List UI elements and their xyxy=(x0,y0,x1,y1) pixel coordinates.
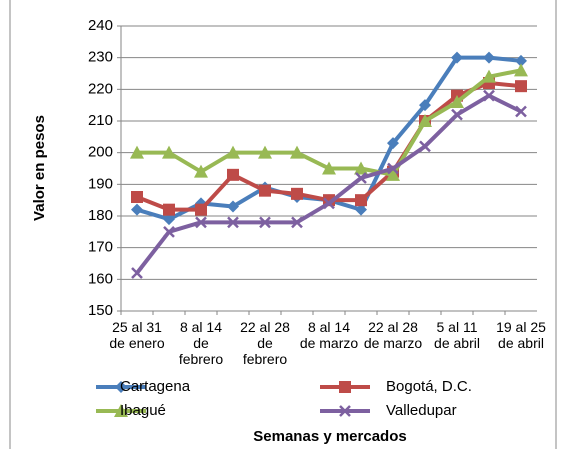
marker xyxy=(195,216,207,229)
marker xyxy=(355,203,367,216)
marker xyxy=(339,405,351,417)
series-line xyxy=(136,81,522,212)
marker xyxy=(114,404,128,417)
marker xyxy=(227,200,239,213)
marker xyxy=(162,145,176,159)
x-tick-label: 8 al 14 de marzo xyxy=(299,319,359,351)
marker xyxy=(515,80,527,93)
marker xyxy=(483,89,495,102)
y-tick-label: 190 xyxy=(88,175,113,192)
marker xyxy=(450,95,464,108)
marker xyxy=(451,108,463,121)
marker xyxy=(387,162,399,175)
marker xyxy=(387,137,399,150)
x-tick-label: 5 al 11 de abril xyxy=(434,319,480,351)
marker xyxy=(194,164,208,178)
legend-label: Bogotá, D.C. xyxy=(386,378,472,395)
marker xyxy=(259,184,271,197)
marker xyxy=(355,172,367,184)
marker xyxy=(323,197,335,210)
marker xyxy=(227,216,239,229)
marker xyxy=(514,63,528,77)
marker xyxy=(227,168,239,181)
marker xyxy=(419,99,431,112)
marker xyxy=(259,216,271,229)
marker xyxy=(130,145,144,159)
marker xyxy=(515,105,527,118)
y-tick-label: 160 xyxy=(88,270,113,287)
marker xyxy=(483,51,495,64)
y-tick-label: 220 xyxy=(88,80,113,97)
legend-label: Valledupar xyxy=(386,402,457,419)
x-tick-label: 8 al 14 de febrero xyxy=(178,319,224,367)
marker xyxy=(258,145,272,159)
marker xyxy=(131,191,143,203)
y-tick-label: 210 xyxy=(88,112,113,129)
y-tick-label: 170 xyxy=(88,239,113,256)
x-tick-label: 22 al 28 de febrero xyxy=(240,319,290,367)
marker xyxy=(290,145,304,159)
marker xyxy=(418,114,432,127)
x-axis-label: Semanas y mercados xyxy=(253,428,406,445)
legend-label: Ibagué xyxy=(120,402,166,419)
marker xyxy=(322,161,336,175)
y-tick-label: 200 xyxy=(88,144,113,161)
marker xyxy=(226,145,240,159)
x-tick-label: 25 al 31 de enero xyxy=(109,319,165,351)
marker xyxy=(355,194,367,207)
marker xyxy=(163,225,175,238)
y-tick-label: 150 xyxy=(88,302,113,319)
marker xyxy=(163,203,175,216)
y-axis-label: Valor en pesos xyxy=(31,115,48,221)
marker xyxy=(131,203,143,216)
y-tick-label: 180 xyxy=(88,207,113,224)
marker xyxy=(291,187,303,200)
marker xyxy=(354,161,368,175)
marker xyxy=(386,167,400,181)
marker xyxy=(195,203,207,216)
marker xyxy=(515,54,527,67)
marker xyxy=(115,381,127,393)
marker xyxy=(339,381,351,393)
legend-label: Cartagena xyxy=(120,378,191,395)
marker xyxy=(419,140,431,153)
marker xyxy=(482,69,496,83)
marker xyxy=(131,267,143,279)
y-tick-label: 240 xyxy=(88,17,113,34)
marker xyxy=(163,213,175,226)
series-line xyxy=(137,68,522,177)
marker xyxy=(451,51,463,64)
marker xyxy=(291,216,303,229)
x-tick-label: 19 al 25 de abril xyxy=(496,319,546,351)
x-tick-label: 22 al 28 de marzo xyxy=(363,319,423,351)
y-tick-label: 230 xyxy=(88,49,113,66)
